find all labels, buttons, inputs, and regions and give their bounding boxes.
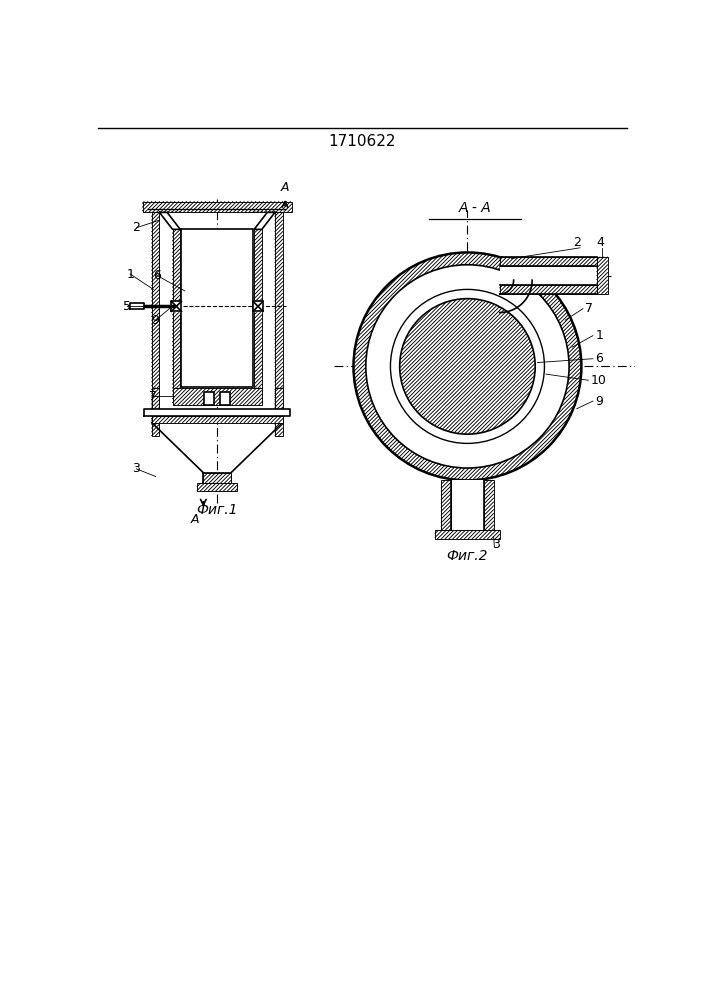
Text: 1: 1 — [595, 329, 603, 342]
Polygon shape — [221, 392, 230, 405]
Bar — [441, 480, 450, 530]
Bar — [484, 480, 493, 530]
Polygon shape — [500, 266, 597, 285]
Text: 6: 6 — [153, 269, 161, 282]
Text: А: А — [191, 513, 199, 526]
Bar — [254, 311, 262, 388]
Polygon shape — [144, 409, 291, 416]
Polygon shape — [254, 212, 275, 229]
Text: 7: 7 — [585, 302, 593, 315]
Bar — [152, 212, 160, 436]
Polygon shape — [160, 212, 180, 229]
Polygon shape — [253, 301, 263, 311]
Bar — [435, 530, 500, 539]
Polygon shape — [450, 480, 484, 530]
Bar — [197, 483, 238, 491]
Text: А - А: А - А — [459, 201, 491, 215]
Polygon shape — [181, 229, 253, 387]
Text: 9: 9 — [152, 314, 160, 327]
Bar — [275, 388, 283, 423]
Text: 10: 10 — [590, 374, 607, 387]
Polygon shape — [204, 392, 214, 405]
Bar — [500, 285, 597, 294]
Bar — [597, 257, 607, 294]
Text: Фиг.1: Фиг.1 — [197, 503, 238, 517]
Text: 3: 3 — [492, 538, 500, 551]
Text: 6: 6 — [595, 352, 603, 365]
Text: А: А — [281, 181, 289, 194]
Bar — [173, 311, 180, 388]
Bar — [152, 388, 160, 423]
Text: 4: 4 — [597, 236, 604, 249]
Bar — [143, 202, 292, 212]
Text: 9: 9 — [595, 395, 603, 408]
Bar — [275, 212, 283, 436]
Text: 1: 1 — [127, 267, 134, 280]
Polygon shape — [171, 301, 182, 311]
Bar — [204, 473, 231, 483]
Bar — [254, 229, 262, 310]
Text: 1710622: 1710622 — [328, 134, 396, 149]
Text: 2: 2 — [573, 236, 581, 249]
Text: 7: 7 — [149, 390, 157, 403]
Bar — [500, 257, 597, 266]
Text: 5: 5 — [123, 300, 131, 313]
Text: Фиг.2: Фиг.2 — [447, 549, 489, 563]
Bar — [152, 416, 283, 423]
Bar — [173, 388, 262, 405]
Circle shape — [354, 252, 581, 480]
Polygon shape — [130, 303, 144, 309]
Circle shape — [366, 265, 569, 468]
Text: 3: 3 — [132, 462, 140, 475]
Text: 2: 2 — [132, 221, 140, 234]
Bar — [173, 229, 180, 310]
